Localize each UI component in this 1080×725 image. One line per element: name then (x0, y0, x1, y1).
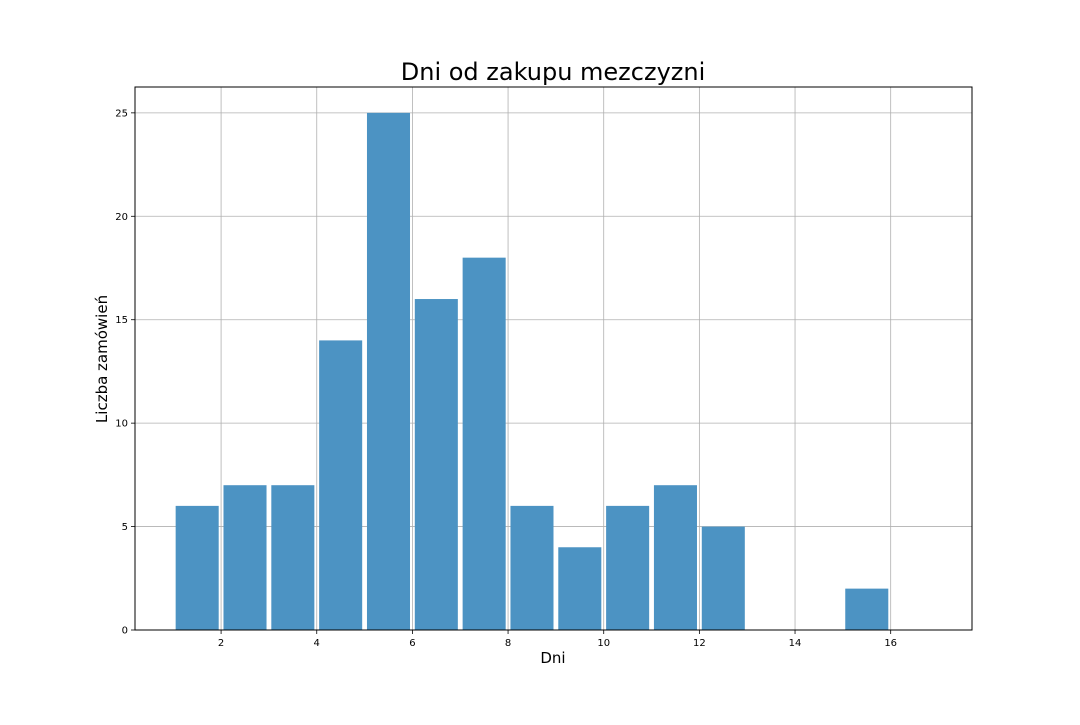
x-tick-label: 6 (409, 638, 415, 649)
x-tick-label: 12 (693, 638, 706, 649)
y-axis-ticks: 0 5 10 15 20 25 (115, 108, 135, 637)
x-tick-label: 2 (218, 638, 224, 649)
y-tick-label: 5 (122, 522, 128, 533)
y-tick-label: 25 (115, 108, 128, 119)
x-tick-label: 10 (597, 638, 610, 649)
histogram-bar (175, 505, 219, 630)
y-tick-label: 10 (115, 419, 128, 430)
histogram-bar (606, 505, 650, 630)
histogram-bar (653, 485, 697, 630)
y-tick-label: 20 (115, 212, 128, 223)
x-axis-label: Dni (540, 649, 565, 667)
histogram-bar (223, 485, 267, 630)
histogram-bar (271, 485, 315, 630)
y-tick-label: 15 (115, 315, 128, 326)
histogram-bar (414, 299, 458, 630)
histogram-bar (558, 547, 602, 630)
histogram-bar (701, 526, 745, 630)
plot-frame (134, 86, 973, 631)
y-axis-label: Liczba zamówień (93, 295, 111, 423)
histogram-bar (366, 112, 411, 631)
x-tick-label: 8 (505, 638, 511, 649)
histogram-bar (319, 340, 363, 630)
x-tick-label: 14 (789, 638, 802, 649)
histogram-bar (510, 505, 554, 630)
histogram-bar (462, 257, 506, 630)
x-tick-label: 4 (314, 638, 320, 649)
grid-lines (135, 87, 972, 631)
x-axis-ticks: 2 4 6 8 10 12 14 16 (218, 630, 897, 649)
y-tick-label: 0 (122, 626, 128, 637)
bars (175, 112, 889, 631)
chart-title: Dni od zakupu mezczyzni (401, 58, 706, 86)
histogram-bar (845, 588, 889, 630)
x-tick-label: 16 (884, 638, 897, 649)
